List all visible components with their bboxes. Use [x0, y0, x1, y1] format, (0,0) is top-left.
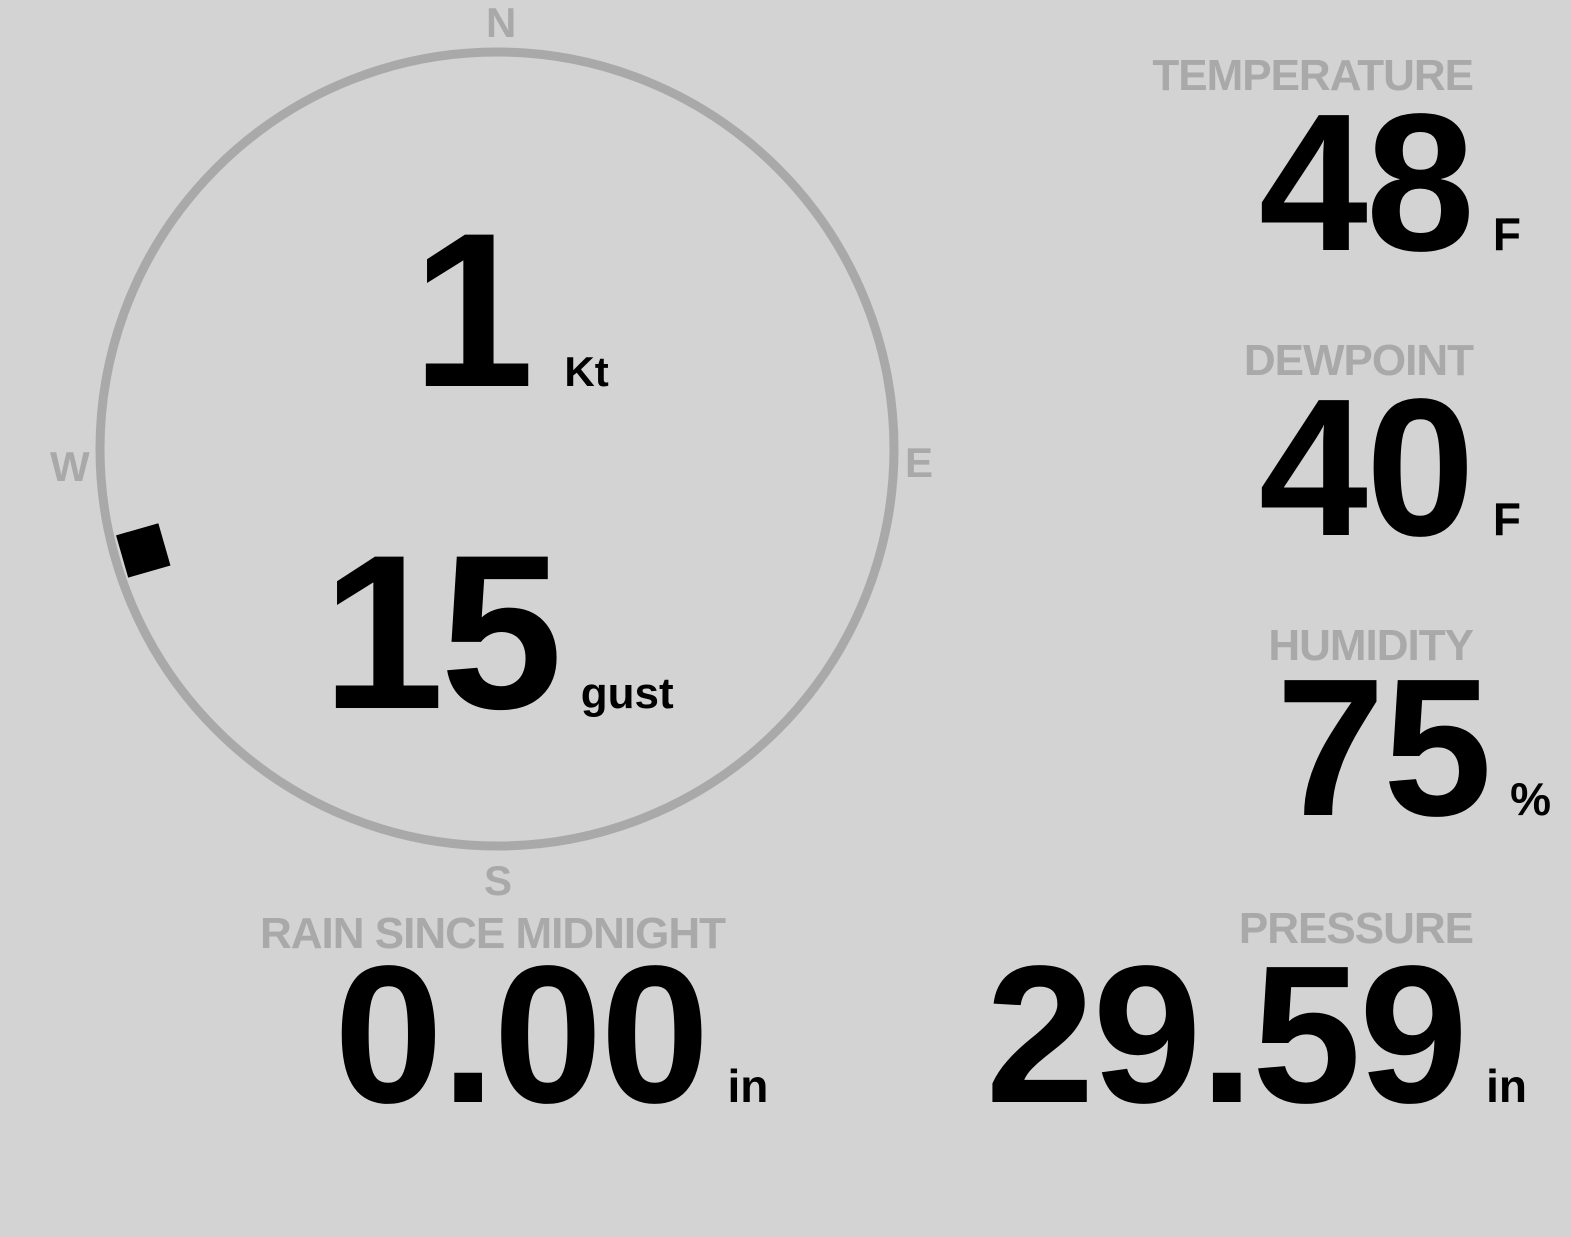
wind-gust-unit: gust: [580, 669, 674, 718]
wind-speed-value: 1: [412, 187, 535, 433]
wind-gust-value: 15: [322, 509, 563, 755]
wind-direction-marker-icon: [116, 523, 171, 578]
wind-speed-unit: Kt: [564, 348, 609, 395]
humidity-value: 75: [1276, 638, 1492, 857]
temperature-unit: F: [1492, 208, 1521, 260]
compass-north-label: N: [486, 0, 517, 46]
rain-unit: in: [727, 1060, 769, 1112]
compass-south-label: S: [484, 857, 513, 904]
humidity-reading: 75 %: [1276, 650, 1551, 846]
dewpoint-label: DEWPOINT: [1243, 336, 1474, 385]
wind-gust: 15 gust: [322, 522, 674, 742]
wind-speed: 1 Kt: [412, 200, 609, 420]
temperature-label: TEMPERATURE: [1152, 51, 1474, 100]
dewpoint-reading: 40 F: [1259, 370, 1521, 566]
pressure-reading: 29.59 in: [986, 937, 1527, 1133]
rain-reading: 0.00 in: [334, 937, 768, 1133]
pressure-unit: in: [1486, 1060, 1527, 1112]
dewpoint-unit: F: [1492, 493, 1521, 545]
pressure-label: PRESSURE: [1238, 904, 1474, 953]
temperature-reading: 48 F: [1259, 85, 1521, 281]
dewpoint-value: 40: [1258, 358, 1475, 577]
temperature-value: 48: [1258, 73, 1475, 292]
compass-east-label: E: [905, 439, 934, 486]
pressure-value: 29.59: [985, 925, 1468, 1144]
rain-value: 0.00: [334, 925, 709, 1144]
humidity-label: HUMIDITY: [1268, 621, 1474, 670]
compass-dial: [95, 47, 899, 851]
humidity-unit: %: [1510, 773, 1551, 825]
compass-west-label: W: [50, 443, 90, 490]
rain-label: RAIN SINCE MIDNIGHT: [260, 909, 726, 958]
compass-ring: [95, 47, 899, 851]
